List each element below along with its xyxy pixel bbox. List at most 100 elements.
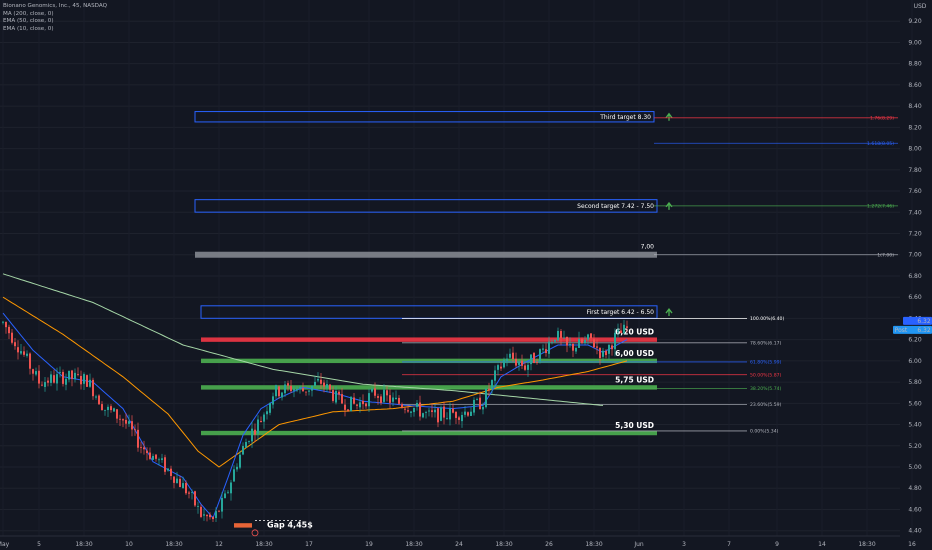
- current-price-value: 6.32: [917, 318, 931, 325]
- candle-body: [23, 351, 25, 355]
- candle-body: [341, 394, 343, 404]
- candle-body: [611, 345, 613, 350]
- price-zones: First target 6.42 - 6.50 Second target 7.…: [194, 111, 673, 436]
- candle-body: [581, 339, 583, 344]
- time-tick-label: 17: [305, 541, 313, 548]
- candle-body: [509, 353, 511, 358]
- candle-body: [398, 397, 400, 404]
- candle-body: [26, 353, 28, 356]
- candle-body: [56, 374, 58, 384]
- candle-body: [428, 410, 430, 412]
- candle-body: [86, 375, 88, 387]
- candle-body: [401, 404, 403, 408]
- candle-body: [128, 421, 130, 424]
- candle-body: [548, 341, 550, 354]
- candle-body: [554, 339, 556, 342]
- candle-body: [557, 330, 559, 341]
- candle-body: [599, 347, 601, 359]
- candle-body: [533, 352, 535, 364]
- candle-body: [266, 411, 268, 415]
- candle-body: [107, 406, 109, 411]
- arrow-up-icon: [665, 307, 673, 317]
- candle-body: [575, 347, 577, 352]
- candle-body: [308, 390, 310, 392]
- candle-body: [464, 411, 466, 415]
- gap-label: Gap 4,45$: [267, 520, 313, 529]
- candle-body: [29, 353, 31, 369]
- indicator-ma200[interactable]: MA (200, close, 0): [3, 10, 54, 17]
- candle-body: [260, 421, 262, 423]
- candle-body: [608, 344, 610, 354]
- candle-body: [305, 391, 307, 393]
- indicator-ema10[interactable]: EMA (10, close, 0): [3, 25, 54, 32]
- candle-body: [593, 339, 595, 348]
- price-tick-label: 7.80: [908, 167, 922, 174]
- candle-body: [209, 514, 211, 518]
- candle-body: [74, 372, 76, 380]
- current-price-tag: [903, 316, 932, 325]
- ma200-line: [2, 273, 604, 406]
- price-axis[interactable]: 4.40 4.60 4.80 5.00 5.20 5.40 5.60 5.80 6.00 6.20…: [893, 3, 932, 535]
- candle-body: [416, 402, 418, 407]
- candle-body: [32, 369, 34, 374]
- price-tick-label: 5.20: [908, 443, 922, 450]
- candle-body: [356, 404, 358, 406]
- candle-body: [446, 418, 448, 420]
- candle-body: [587, 334, 589, 340]
- candle-body: [35, 371, 37, 375]
- candle-body: [353, 397, 355, 404]
- candle-body: [371, 388, 373, 392]
- candle-body: [95, 396, 97, 398]
- level-label: 5,75 USD: [615, 375, 654, 384]
- candle-body: [569, 344, 571, 345]
- candle-body: [53, 375, 55, 383]
- candle-body: [311, 385, 313, 391]
- indicator-ema50[interactable]: EMA (50, close, 0): [3, 18, 54, 24]
- candle-body: [65, 378, 67, 385]
- candle-body: [596, 346, 598, 348]
- price-tick-label: 5.00: [908, 464, 922, 471]
- candle-body: [272, 396, 274, 405]
- candle-body: [281, 392, 283, 398]
- fibonacci-levels: 0.00%(5.34) 23.60%(5.59) 38.20%(5.74) 50.00…: [402, 115, 898, 435]
- candle-body: [80, 375, 82, 385]
- candle-body: [242, 446, 244, 455]
- candle-body: [392, 397, 394, 402]
- candle-body: [218, 510, 220, 512]
- candle-body: [212, 516, 214, 520]
- candle-body: [443, 406, 445, 418]
- candle-body: [92, 379, 94, 397]
- candle-body: [17, 347, 19, 353]
- candle-body: [620, 330, 622, 334]
- candle-body: [221, 497, 223, 512]
- candle-body: [590, 333, 592, 339]
- time-axis[interactable]: May 5 18:30 10 18:30 12 18:30 17 19 18:30 24 18:30 2…: [0, 541, 932, 548]
- candle-body: [350, 396, 352, 412]
- candle-body: [545, 349, 547, 354]
- time-tick-label: 10: [125, 541, 133, 548]
- candle-body: [251, 428, 253, 442]
- time-tick-label: May: [0, 541, 10, 548]
- candle-body: [617, 329, 619, 332]
- candle-body: [164, 457, 166, 472]
- fib-label: 1.272(7.46): [867, 204, 894, 210]
- candle-body: [20, 351, 22, 354]
- candle-body: [563, 337, 565, 339]
- candle-body: [146, 450, 148, 454]
- candle-body: [329, 384, 331, 390]
- candle-body: [110, 406, 112, 411]
- candle-body: [77, 374, 79, 375]
- candle-body: [38, 370, 40, 384]
- candle-body: [422, 413, 424, 418]
- candle-body: [83, 374, 85, 384]
- candle-body: [614, 332, 616, 350]
- candle-body: [626, 326, 628, 328]
- candle-body: [296, 389, 298, 391]
- candle-body: [2, 321, 4, 323]
- price-tick-label: 7.00: [908, 252, 922, 259]
- candle-body: [584, 339, 586, 344]
- candle-body: [395, 397, 397, 399]
- candle-body: [98, 395, 100, 405]
- candle-body: [404, 408, 406, 410]
